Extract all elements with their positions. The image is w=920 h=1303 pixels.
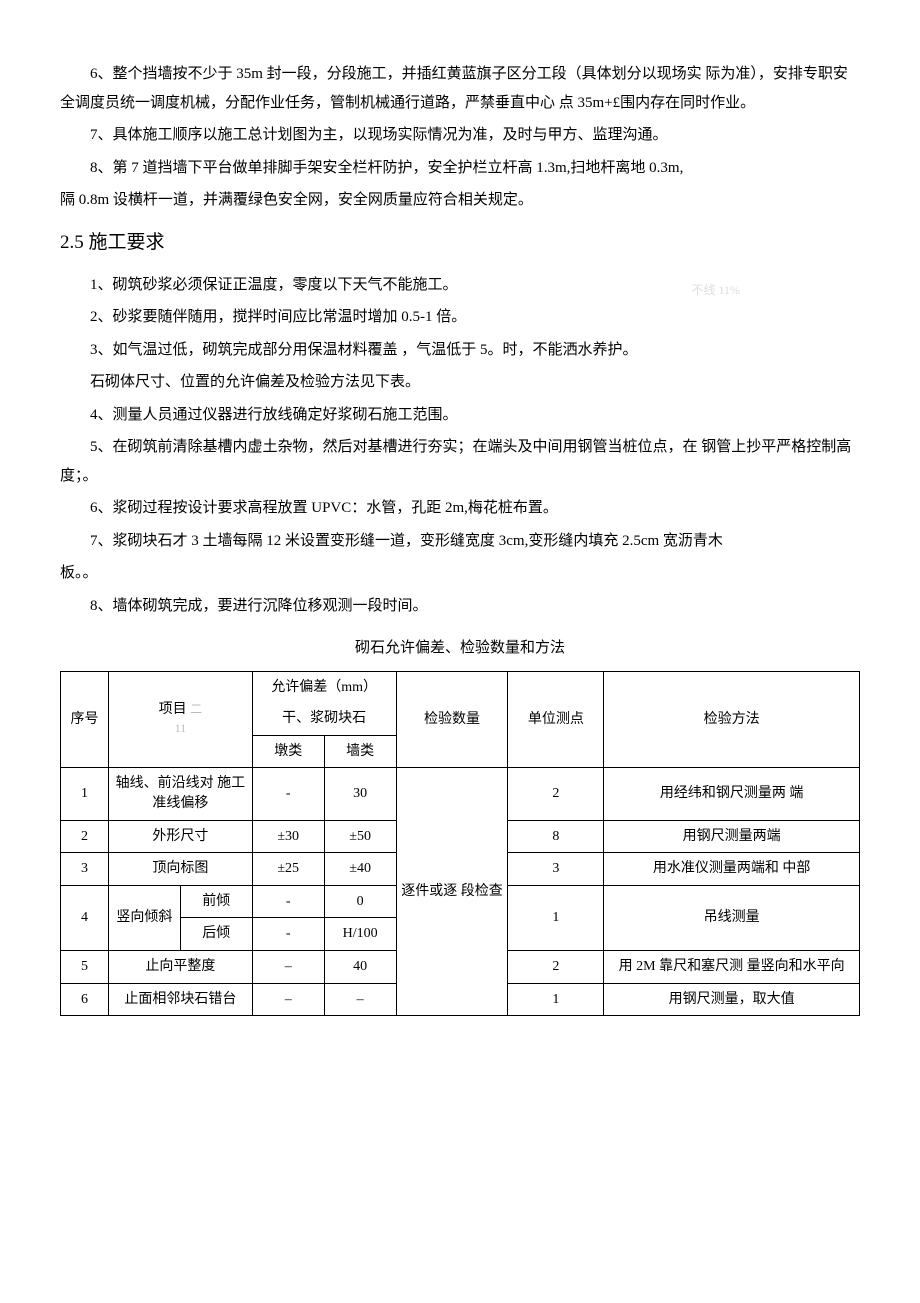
th-dev-col1: 墩类: [252, 735, 324, 768]
th-seq: 序号: [61, 671, 109, 768]
cell-dev2: –: [324, 983, 396, 1016]
paragraph-8-cont: 隔 0.8m 设横杆一道，并满覆绿色安全网，安全网质量应符合相关规定。: [60, 186, 860, 215]
cell-method: 用 2M 靠尺和塞尺测 量竖向和水平向: [604, 950, 860, 983]
th-check-qty: 检验数量: [396, 671, 508, 768]
cell-method: 用钢尺测量两端: [604, 820, 860, 853]
req-paragraph-4: 4、测量人员通过仪器进行放线确定好浆砌石施工范围。: [60, 401, 860, 430]
cell-proj-b1: 前倾: [180, 885, 252, 918]
cell-dev1: ±30: [252, 820, 324, 853]
cell-proj-b2: 后倾: [180, 918, 252, 951]
section-heading-2-5: 2.5 施工要求: [60, 225, 860, 261]
cell-unit: 3: [508, 853, 604, 886]
cell-unit: 8: [508, 820, 604, 853]
cell-seq: 3: [61, 853, 109, 886]
cell-dev1: ±25: [252, 853, 324, 886]
req-paragraph-7: 7、浆砌块石才 3 土墙每隔 12 米设置变形缝一道，变形缝宽度 3cm,变形缝…: [60, 527, 860, 556]
deviation-table: 序号 项目 二 11 允许偏差（mm） 检验数量 单位测点 检验方法 干、浆砌块…: [60, 671, 860, 1017]
th-project-faint2: 11: [175, 721, 187, 735]
cell-dev2: 30: [324, 768, 396, 820]
cell-method: 用钢尺测量，取大值: [604, 983, 860, 1016]
req-paragraph-8: 8、墙体砌筑完成，要进行沉降位移观测一段时间。: [60, 592, 860, 621]
cell-unit: 2: [508, 950, 604, 983]
cell-proj: 止面相邻块石错台: [108, 983, 252, 1016]
paragraph-8: 8、第 7 道挡墙下平台做单排脚手架安全栏杆防护，安全护栏立杆高 1.3m,扫地…: [60, 154, 860, 183]
cell-check-merged: 逐件或逐 段检查: [396, 768, 508, 1016]
table-title: 砌石允许偏差、检验数量和方法: [60, 634, 860, 663]
cell-unit: 1: [508, 983, 604, 1016]
table-row: 1 轴线、前沿线对 施工准线偏移 - 30 逐件或逐 段检查 2 用经纬和钢尺测…: [61, 768, 860, 820]
req-paragraph-note: 石砌体尺寸、位置的允许偏差及检验方法见下表。: [60, 368, 860, 397]
cell-proj: 顶向标图: [108, 853, 252, 886]
cell-method: 吊线测量: [604, 885, 860, 950]
cell-dev2: 40: [324, 950, 396, 983]
cell-dev2: ±40: [324, 853, 396, 886]
cell-method: 用水准仪测量两端和 中部: [604, 853, 860, 886]
th-unit-point: 单位测点: [508, 671, 604, 768]
cell-dev2: H/100: [324, 918, 396, 951]
cell-seq: 5: [61, 950, 109, 983]
cell-seq: 2: [61, 820, 109, 853]
req-paragraph-2: 2、砂浆要随伴随用，搅拌时间应比常温时增加 0.5-1 倍。: [60, 303, 860, 332]
cell-seq: 6: [61, 983, 109, 1016]
th-project-label: 项目: [159, 702, 187, 717]
cell-dev1: –: [252, 983, 324, 1016]
req-paragraph-3: 3、如气温过低，砌筑完成部分用保温材料覆盖 ，气温低于 5。时，不能洒水养护。: [60, 336, 860, 365]
req-paragraph-7-cont: 板。。: [60, 559, 860, 588]
paragraph-6: 6、整个挡墙按不少于 35m 封一段，分段施工，并插红黄蓝旗子区分工段（具体划分…: [60, 60, 860, 117]
cell-proj-a: 竖向倾斜: [108, 885, 180, 950]
cell-dev2: ±50: [324, 820, 396, 853]
th-project-faint1: 二: [190, 702, 202, 716]
th-dev-mid: 干、浆砌块石: [252, 703, 396, 735]
cell-dev1: -: [252, 768, 324, 820]
cell-dev1: -: [252, 885, 324, 918]
cell-dev2: 0: [324, 885, 396, 918]
cell-unit: 1: [508, 885, 604, 950]
th-dev-col2: 墙类: [324, 735, 396, 768]
cell-seq: 1: [61, 768, 109, 820]
req-paragraph-6: 6、浆砌过程按设计要求高程放置 UPVC：水管，孔距 2m,梅花桩布置。: [60, 494, 860, 523]
th-project: 项目 二 11: [108, 671, 252, 768]
cell-method: 用经纬和钢尺测量两 端: [604, 768, 860, 820]
cell-proj: 轴线、前沿线对 施工准线偏移: [108, 768, 252, 820]
paragraph-7: 7、具体施工顺序以施工总计划图为主，以现场实际情况为准，及时与甲方、监理沟通。: [60, 121, 860, 150]
cell-proj: 外形尺寸: [108, 820, 252, 853]
cell-unit: 2: [508, 768, 604, 820]
cell-proj: 止向平整度: [108, 950, 252, 983]
req-paragraph-5: 5、在砌筑前清除基槽内虚土杂物，然后对基槽进行夯实；在端头及中间用钢管当桩位点，…: [60, 433, 860, 490]
cell-dev1: –: [252, 950, 324, 983]
cell-seq: 4: [61, 885, 109, 950]
cell-dev1: -: [252, 918, 324, 951]
th-method: 检验方法: [604, 671, 860, 768]
th-dev-top: 允许偏差（mm）: [252, 671, 396, 703]
req-paragraph-1: 1、砌筑砂浆必须保证正温度，零度以下天气不能施工。: [60, 271, 860, 300]
table-header-row: 序号 项目 二 11 允许偏差（mm） 检验数量 单位测点 检验方法: [61, 671, 860, 703]
